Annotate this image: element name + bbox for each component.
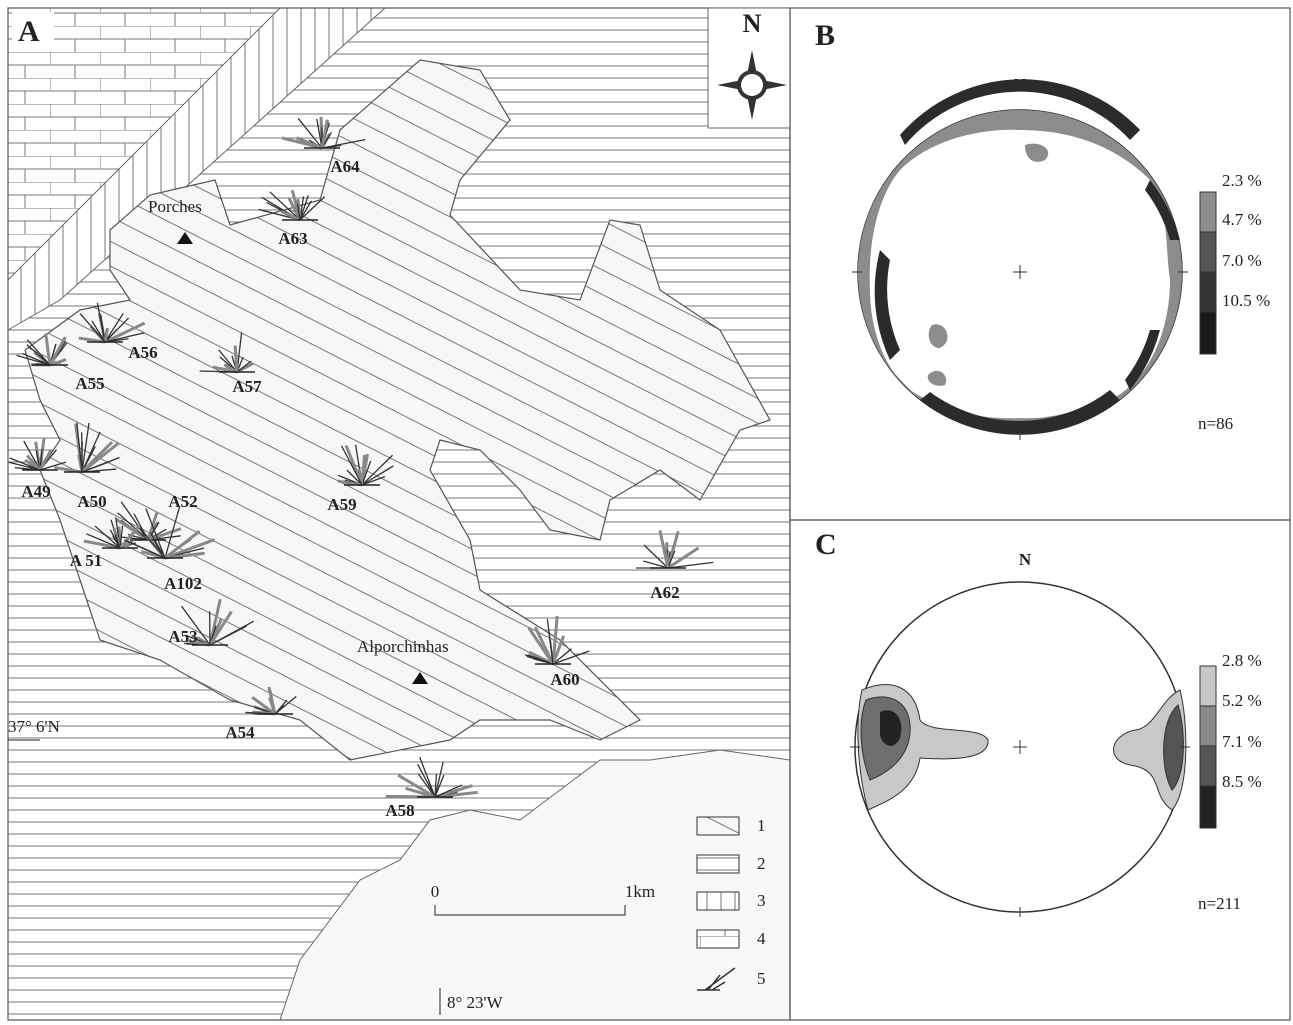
colorbar <box>1200 312 1216 354</box>
level-label: 5.2 % <box>1222 691 1262 710</box>
legend-label: 4 <box>757 929 766 948</box>
legend-label: 1 <box>757 816 766 835</box>
station-label: A63 <box>278 229 307 248</box>
station-label: A59 <box>327 495 356 514</box>
colorbar <box>1200 192 1216 232</box>
figure: A N Porches Alporchinhas A64 A63 A56 A55 A57… <box>0 0 1293 1025</box>
station-label: A 51 <box>70 551 103 570</box>
station-label: A62 <box>650 583 679 602</box>
panel-a: A N Porches Alporchinhas A64 A63 A56 A55 A57… <box>8 8 790 1020</box>
colorbar <box>1200 746 1216 786</box>
place-label: Porches <box>148 197 202 216</box>
longitude-label: 8° 23'W <box>447 993 504 1012</box>
colorbar <box>1200 232 1216 272</box>
colorbar <box>1200 706 1216 746</box>
legend-label: 2 <box>757 854 766 873</box>
station-label: A55 <box>75 374 104 393</box>
level-label: 7.1 % <box>1222 732 1262 751</box>
place-label: Alporchinhas <box>357 637 449 656</box>
station-label: A57 <box>232 377 262 396</box>
level-label: 10.5 % <box>1222 291 1270 310</box>
latitude-label: 37° 6'N <box>8 717 60 736</box>
colorbar <box>1200 272 1216 312</box>
scale-start: 0 <box>431 882 440 901</box>
panel-label: C <box>815 528 837 561</box>
rose-petal <box>235 346 237 372</box>
panel-b: B N 2.3 % 4.7 % 7.0 % 10.5 % n=86 <box>790 8 1290 520</box>
station-label: A53 <box>168 627 197 646</box>
station-label: A102 <box>164 574 202 593</box>
panel-label: A <box>18 15 40 48</box>
scale-end: 1km <box>625 882 655 901</box>
station-label: A56 <box>128 343 157 362</box>
level-label: 4.7 % <box>1222 210 1262 229</box>
station-label: A49 <box>21 482 50 501</box>
station-label: A52 <box>168 492 197 511</box>
count-label: n=211 <box>1198 894 1241 913</box>
legend-label: 5 <box>757 969 766 988</box>
station-label: A58 <box>385 801 414 820</box>
level-label: 2.8 % <box>1222 651 1262 670</box>
level-label: 2.3 % <box>1222 171 1262 190</box>
count-label: n=86 <box>1198 414 1233 433</box>
legend-label: 3 <box>757 891 766 910</box>
station-label: A64 <box>330 157 360 176</box>
level-label: 7.0 % <box>1222 251 1262 270</box>
panel-c: C N 2.8 % 5.2 % 7.1 % 8.5 % n=211 <box>790 520 1290 1020</box>
north-label: N <box>743 9 762 38</box>
panel-label: B <box>815 19 835 52</box>
station-label: A60 <box>550 670 579 689</box>
colorbar <box>1200 786 1216 828</box>
colorbar <box>1200 666 1216 706</box>
north-label: N <box>1019 550 1032 569</box>
level-label: 8.5 % <box>1222 772 1262 791</box>
station-label: A54 <box>225 723 255 742</box>
station-label: A50 <box>77 492 106 511</box>
